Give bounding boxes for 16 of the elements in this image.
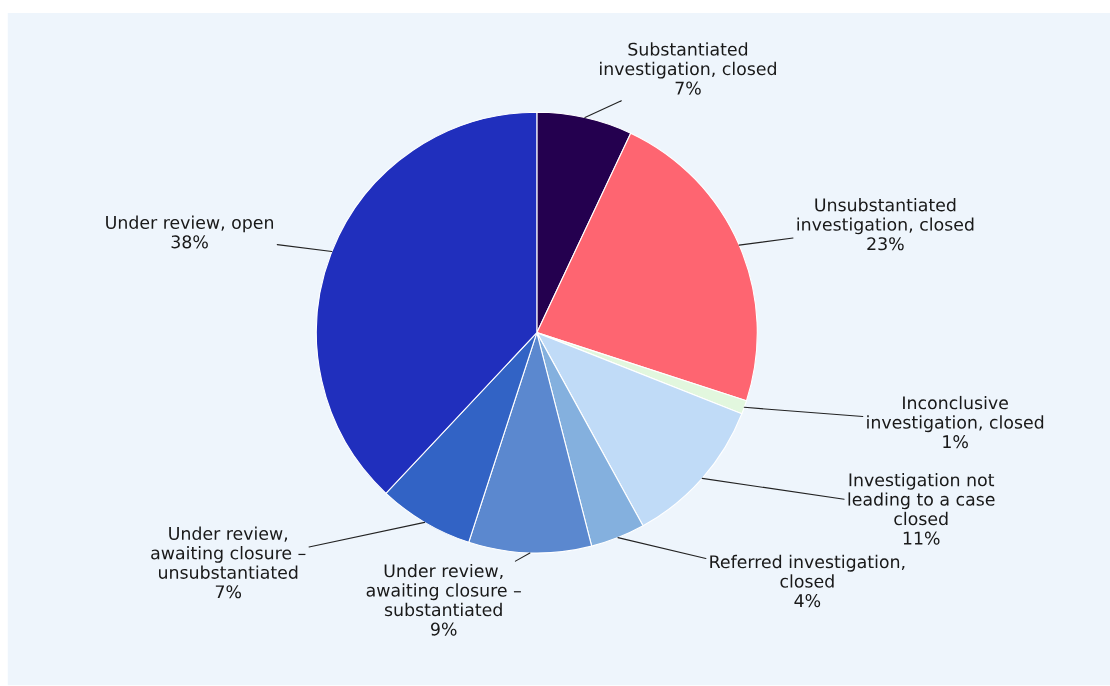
data-label: 7%: [675, 81, 701, 95]
data-label: 9%: [431, 622, 457, 636]
data-label: 11%: [903, 531, 940, 545]
slice-label: Under review, awaiting closure – substantiated: [366, 563, 521, 617]
data-label: 1%: [943, 435, 968, 449]
slice-label: Inconclusive investigation, closed: [867, 395, 1044, 433]
slice-label: Under review, open: [106, 215, 274, 233]
slice-label: Investigation not leading to a case closed: [848, 472, 995, 526]
slice-label: Referred investigation, closed: [710, 554, 905, 588]
data-label: 4%: [794, 594, 821, 608]
slice-label: Under review, awaiting closure – unsubstantiated: [151, 526, 306, 579]
slice-label: Substantiated investigation, closed: [600, 42, 776, 79]
slice-label: Unsubstantiated investigation, closed: [797, 197, 974, 235]
data-label: 23%: [867, 237, 904, 251]
data-label: 38%: [171, 235, 208, 249]
data-label: 7%: [215, 585, 242, 599]
